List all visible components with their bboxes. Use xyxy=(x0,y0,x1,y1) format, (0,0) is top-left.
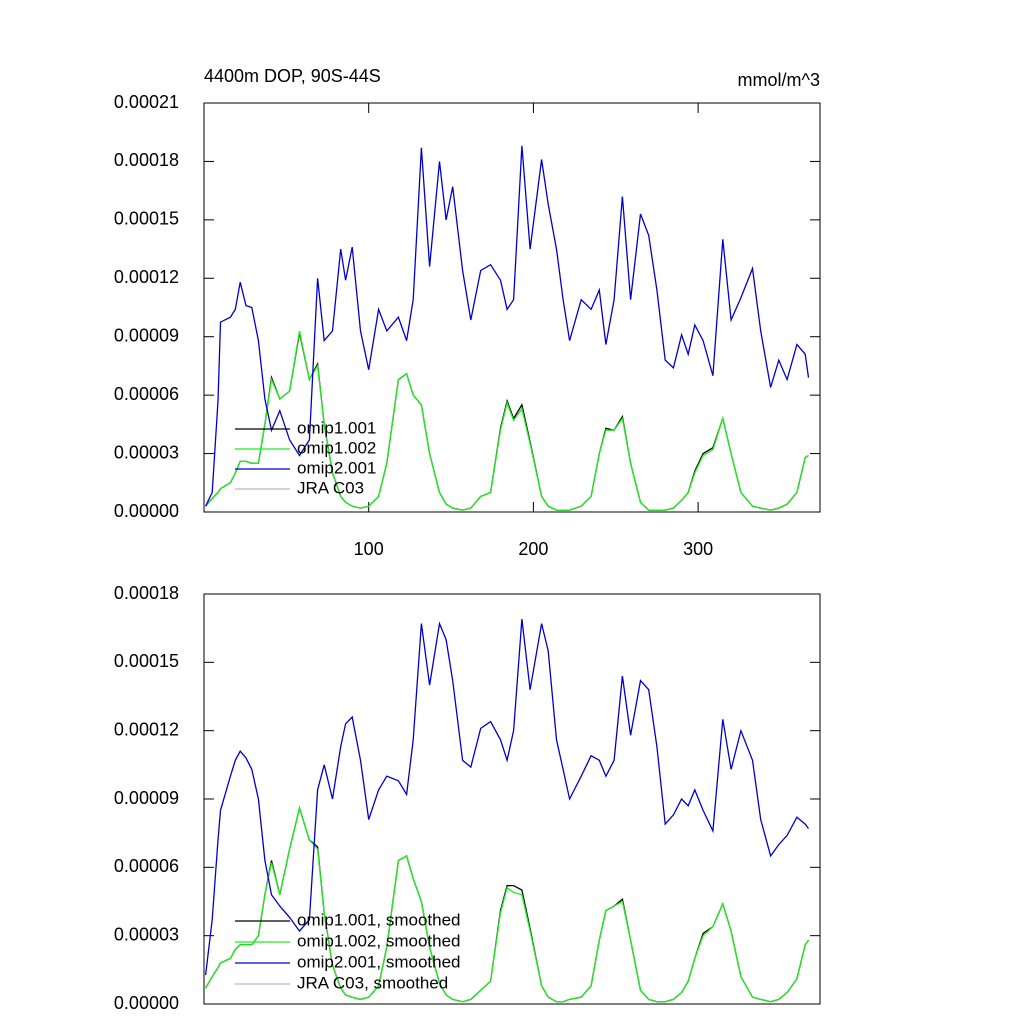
y-tick-label: 0.00009 xyxy=(114,325,179,345)
chart-title: 4400m DOP, 90S-44S xyxy=(204,66,381,86)
legend-label: omip1.002, smoothed xyxy=(297,931,461,950)
legend-label: omip1.001 xyxy=(297,418,376,437)
series-line xyxy=(205,330,809,511)
plot-frame xyxy=(203,593,821,1005)
series-line xyxy=(204,619,810,976)
y-tick-label: 0.00018 xyxy=(114,150,179,170)
y-tick-label: 0.00015 xyxy=(114,209,179,229)
legend-label: JRA C03 xyxy=(297,478,364,497)
y-tick-label: 0.00021 xyxy=(114,92,179,112)
y-tick-label: 0.00003 xyxy=(114,442,179,462)
legend-label: omip2.001, smoothed xyxy=(297,952,461,971)
y-tick-label: 0.00000 xyxy=(114,993,179,1013)
y-tick-label: 0.00006 xyxy=(114,856,179,876)
y-tick-label: 0.00000 xyxy=(114,501,179,521)
y-tick-label: 0.00003 xyxy=(114,924,179,944)
y-tick-label: 0.00015 xyxy=(114,651,179,671)
series-line xyxy=(205,145,810,507)
legend-label: omip2.001 xyxy=(297,458,376,477)
x-tick-label: 200 xyxy=(518,539,548,559)
x-tick-label: 300 xyxy=(683,539,713,559)
legend-label: JRA C03, smoothed xyxy=(297,973,448,992)
units-label: mmol/m^3 xyxy=(738,70,820,90)
series-line xyxy=(205,805,810,1003)
legend-label: omip1.001, smoothed xyxy=(297,910,461,929)
plot-frame xyxy=(203,102,821,513)
y-tick-label: 0.00006 xyxy=(114,384,179,404)
y-tick-label: 0.00009 xyxy=(114,788,179,808)
x-tick-label: 100 xyxy=(354,539,384,559)
y-tick-label: 0.00012 xyxy=(114,267,179,287)
legend-label: omip1.002 xyxy=(297,438,376,457)
y-tick-label: 0.00018 xyxy=(114,583,179,603)
y-tick-label: 0.00012 xyxy=(114,719,179,739)
